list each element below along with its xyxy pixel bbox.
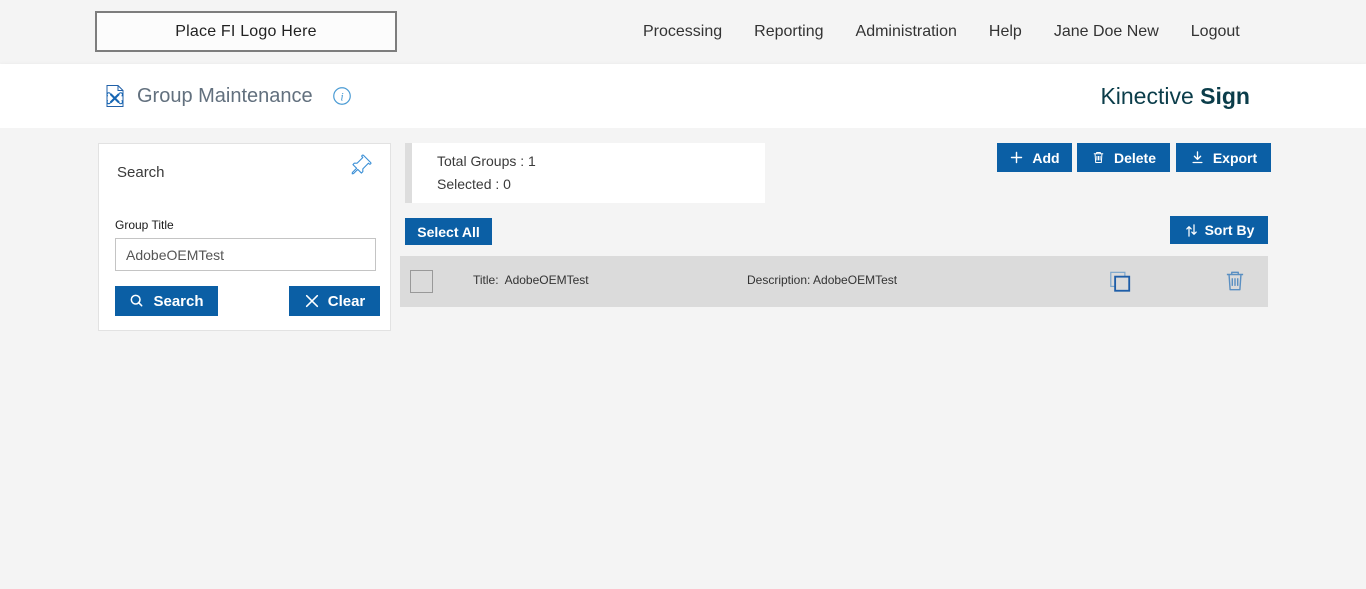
svg-text:i: i	[340, 90, 343, 104]
